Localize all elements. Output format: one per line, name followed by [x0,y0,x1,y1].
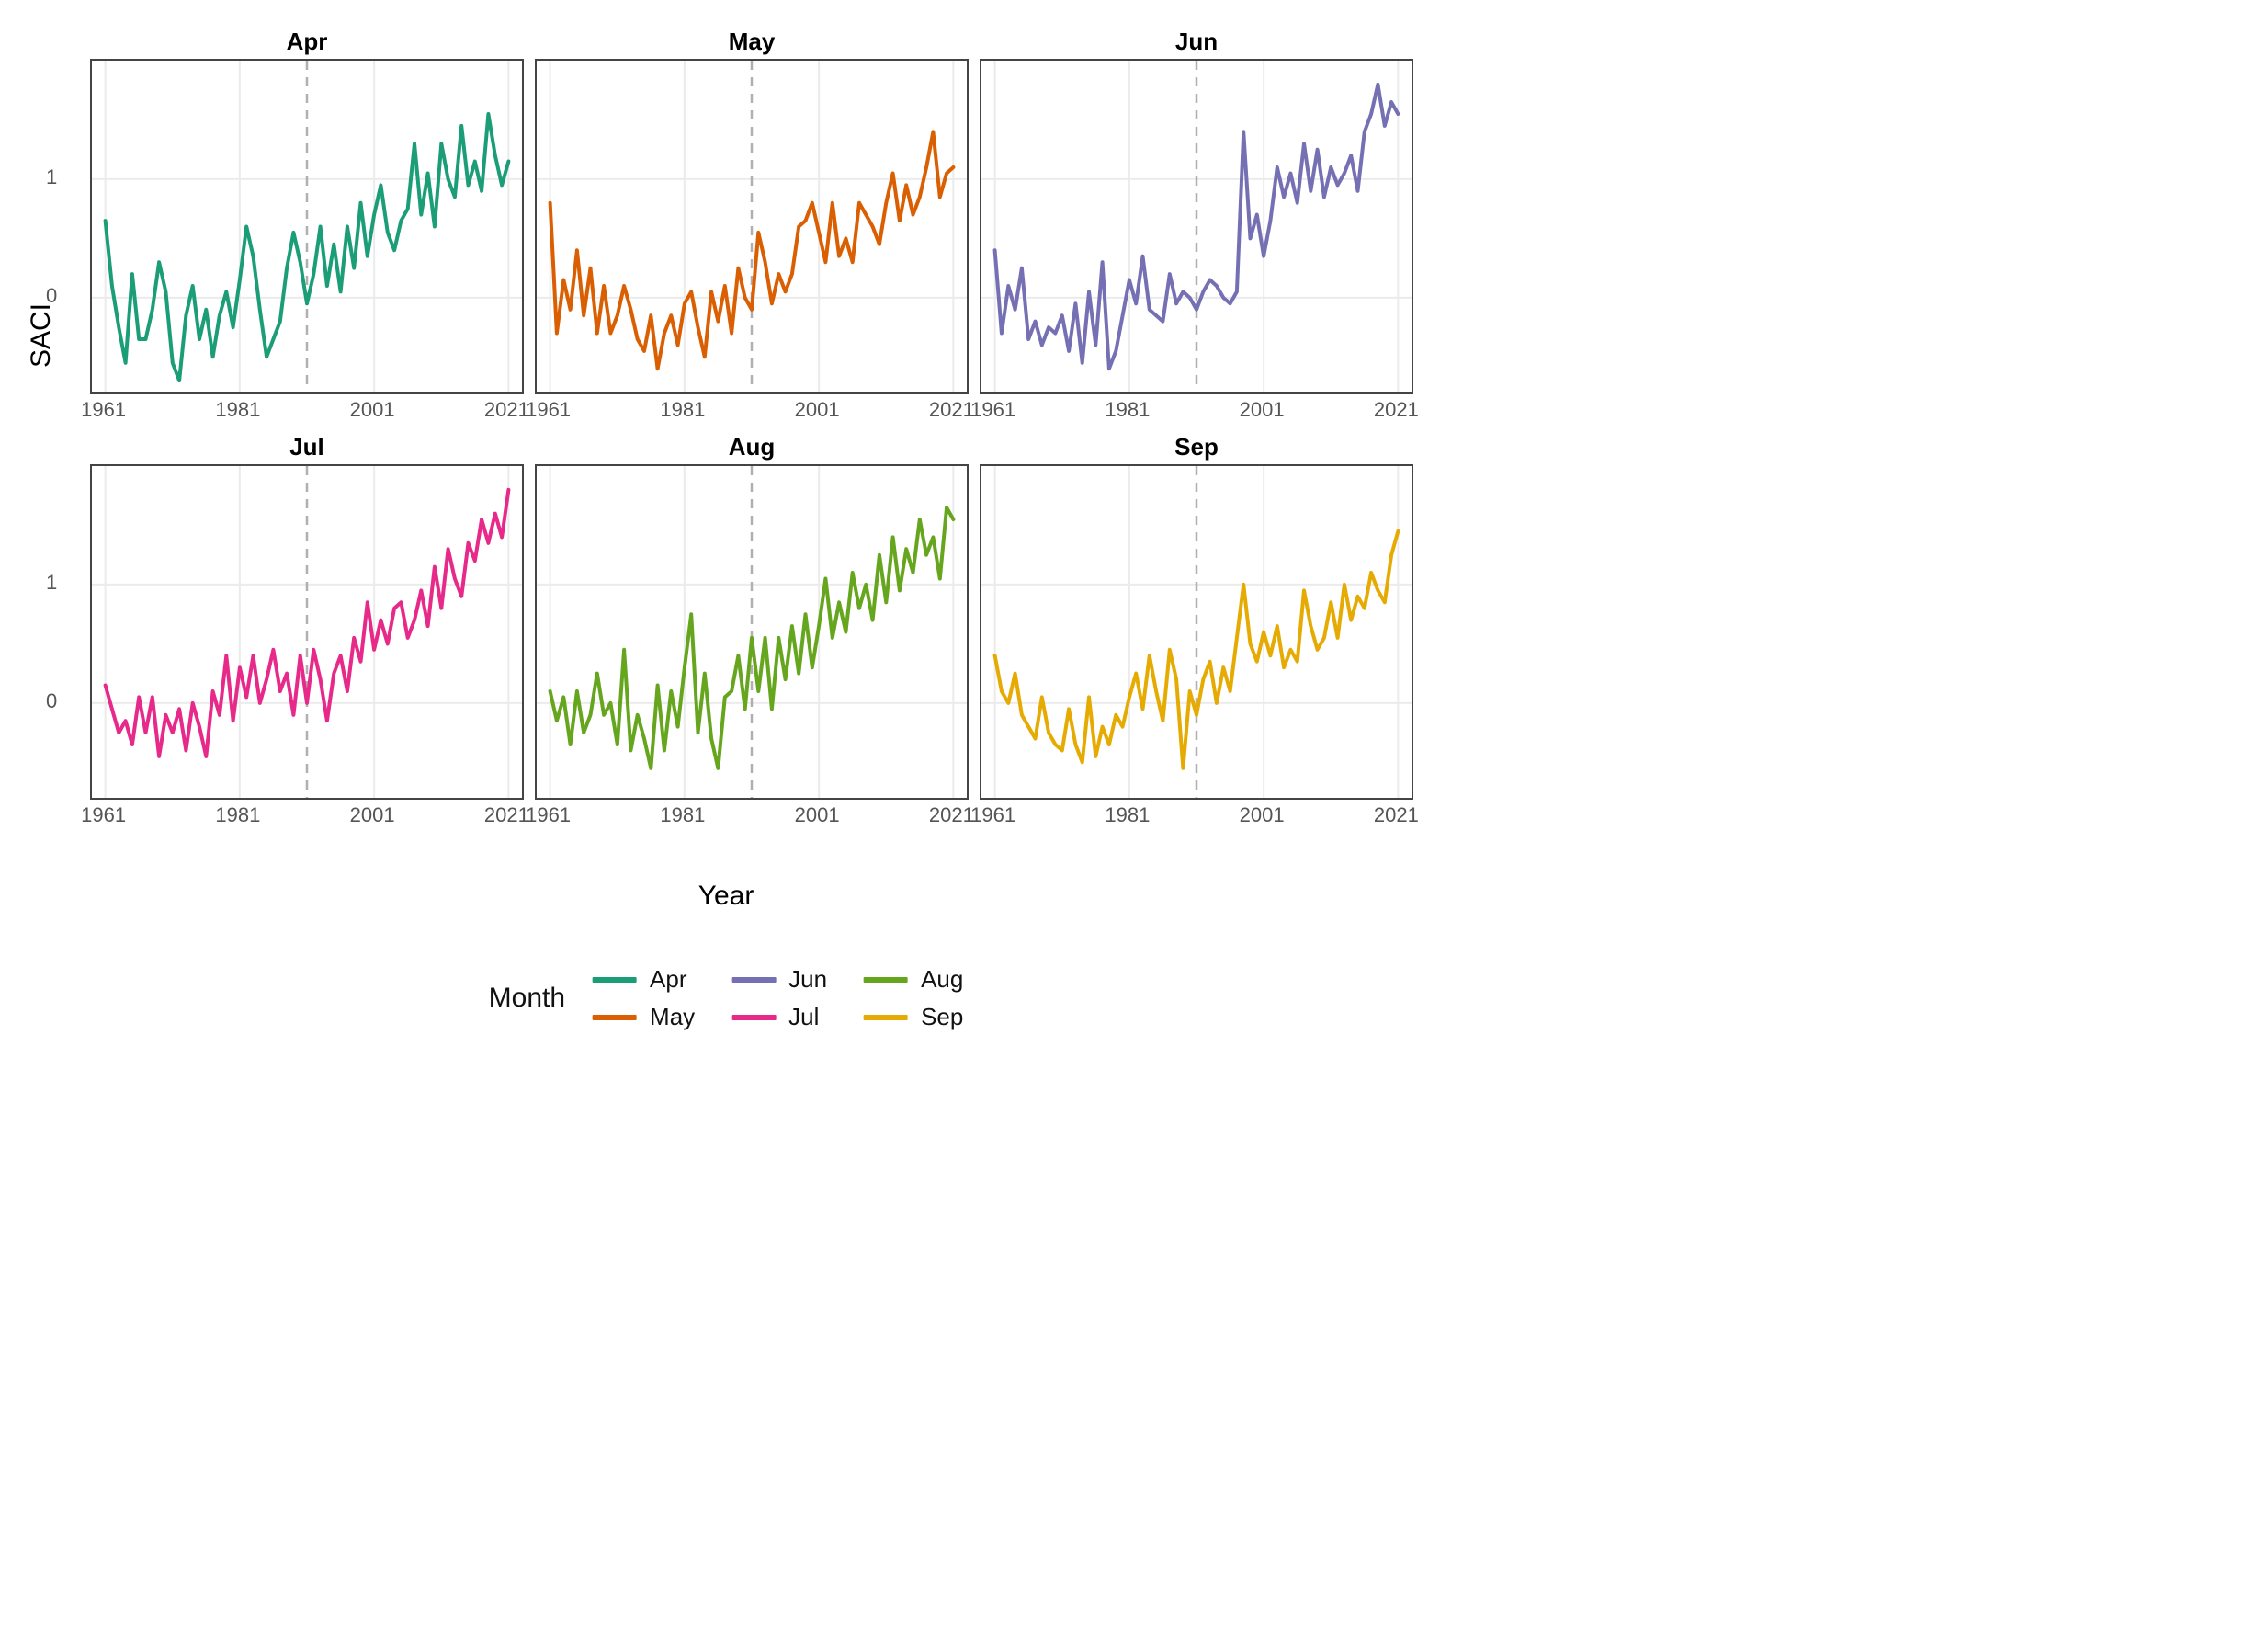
facet-title: Sep [980,433,1413,464]
panel [980,59,1413,394]
x-tick-label: 1981 [215,398,260,422]
x-ticks: 1961198120012021 [980,800,1413,827]
legend-swatch [593,1015,637,1020]
x-tick-label: 1981 [660,803,705,827]
legend-swatch [864,1015,908,1020]
panel [90,59,524,394]
facet-title: Aug [535,433,969,464]
x-tick-label: 2001 [795,803,840,827]
panel [535,59,969,394]
x-tick-label: 2021 [929,803,974,827]
x-tick-label: 1981 [660,398,705,422]
facet-title: Jun [980,28,1413,59]
x-tick-label: 2021 [1374,803,1419,827]
x-tick-label: 2021 [1374,398,1419,422]
x-tick-label: 1961 [81,398,126,422]
y-tick-label: 1 [46,571,74,595]
legend-items-grid: Apr May Jun Jul Aug Sep [593,965,963,1031]
x-tick-label: 2001 [1240,398,1285,422]
x-tick-label: 2021 [484,398,529,422]
panel [980,464,1413,800]
x-ticks: 1961198120012021 [90,800,524,827]
facet-aug: Aug1961198120012021 [535,433,969,827]
legend-label: Apr [650,965,686,994]
x-tick-label: 1961 [526,803,571,827]
x-tick-label: 2001 [350,398,395,422]
legend-label: Jul [788,1003,819,1031]
x-tick-label: 1961 [526,398,571,422]
facet-sep: Sep1961198120012021 [980,433,1413,827]
x-tick-label: 1981 [1105,398,1150,422]
x-axis-label: Year [698,881,754,912]
x-tick-label: 2021 [484,803,529,827]
legend-label: Sep [921,1003,963,1031]
y-axis-label: SACI [26,303,57,368]
facet-jun: Jun1961198120012021 [980,28,1413,422]
legend-label: Jun [788,965,827,994]
legend-item-jul: Jul [731,1003,827,1031]
x-tick-label: 2001 [350,803,395,827]
facet-jul: Jul1961198120012021 [90,433,524,827]
legend-item-jun: Jun [731,965,827,994]
legend-title: Month [489,983,565,1014]
legend-swatch [593,977,637,983]
y-tick-label: 0 [46,689,74,713]
x-ticks: 1961198120012021 [535,800,969,827]
x-tick-label: 1961 [81,803,126,827]
x-tick-label: 1961 [970,398,1015,422]
legend-swatch [731,977,776,983]
panel [90,464,524,800]
legend: Month Apr May Jun Jul Aug Sep [489,965,964,1031]
facet-title: May [535,28,969,59]
legend-item-sep: Sep [864,1003,963,1031]
facet-grid: Apr 1961 1981 2001 2021 May 1961 1981 2001 2021 Ju… [90,28,1413,827]
legend-item-apr: Apr [593,965,695,994]
x-tick-label: 1981 [1105,803,1150,827]
y-tick-label: 1 [46,165,74,189]
y-tick-label: 0 [46,284,74,308]
x-ticks: 1961198120012021 [90,394,524,422]
x-tick-label: 2021 [929,398,974,422]
panel [535,464,969,800]
x-ticks: 1961198120012021 [535,394,969,422]
series-line [550,507,954,768]
facet-may: May1961198120012021 [535,28,969,422]
legend-item-aug: Aug [864,965,963,994]
facet-title: Apr [90,28,524,59]
legend-label: May [650,1003,695,1031]
legend-item-may: May [593,1003,695,1031]
legend-swatch [864,977,908,983]
x-tick-label: 1981 [215,803,260,827]
facet-title: Jul [90,433,524,464]
facet-apr: Apr1961198120012021 [90,28,524,422]
legend-label: Aug [921,965,963,994]
x-ticks: 1961198120012021 [980,394,1413,422]
saci-facet-chart: SACI Apr 1961 1981 2001 2021 May 1961 1981 2001 2… [18,18,1434,1041]
legend-swatch [731,1015,776,1020]
x-tick-label: 1961 [970,803,1015,827]
x-tick-label: 2001 [795,398,840,422]
x-tick-label: 2001 [1240,803,1285,827]
